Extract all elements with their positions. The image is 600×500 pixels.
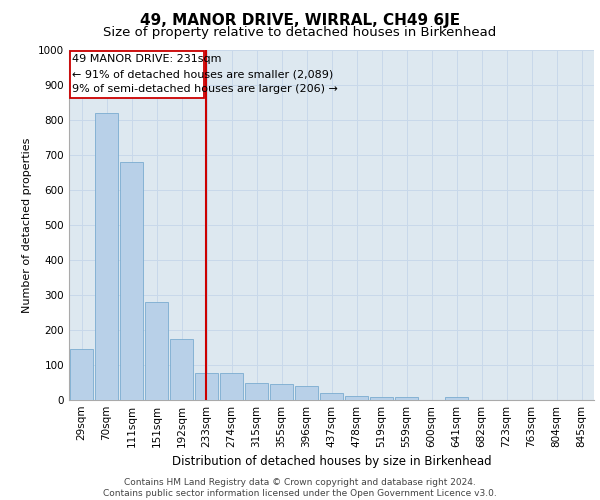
Bar [119, 162, 143, 400]
Bar [95, 113, 118, 400]
Bar [220, 372, 244, 400]
Text: Size of property relative to detached houses in Birkenhead: Size of property relative to detached ho… [103, 26, 497, 39]
Bar [370, 396, 394, 400]
Bar [395, 396, 418, 400]
FancyBboxPatch shape [70, 52, 204, 98]
Bar [445, 396, 469, 400]
Bar [245, 382, 268, 400]
Y-axis label: Number of detached properties: Number of detached properties [22, 138, 32, 312]
Bar [320, 393, 343, 400]
Bar [295, 386, 319, 400]
Bar [269, 384, 293, 400]
Bar [194, 372, 218, 400]
Text: Contains HM Land Registry data © Crown copyright and database right 2024.
Contai: Contains HM Land Registry data © Crown c… [103, 478, 497, 498]
Bar [70, 349, 94, 400]
Bar [145, 302, 169, 400]
Bar [170, 339, 193, 400]
Text: 49 MANOR DRIVE: 231sqm
← 91% of detached houses are smaller (2,089)
9% of semi-d: 49 MANOR DRIVE: 231sqm ← 91% of detached… [71, 54, 337, 94]
X-axis label: Distribution of detached houses by size in Birkenhead: Distribution of detached houses by size … [172, 456, 491, 468]
Bar [344, 396, 368, 400]
Text: 49, MANOR DRIVE, WIRRAL, CH49 6JE: 49, MANOR DRIVE, WIRRAL, CH49 6JE [140, 12, 460, 28]
